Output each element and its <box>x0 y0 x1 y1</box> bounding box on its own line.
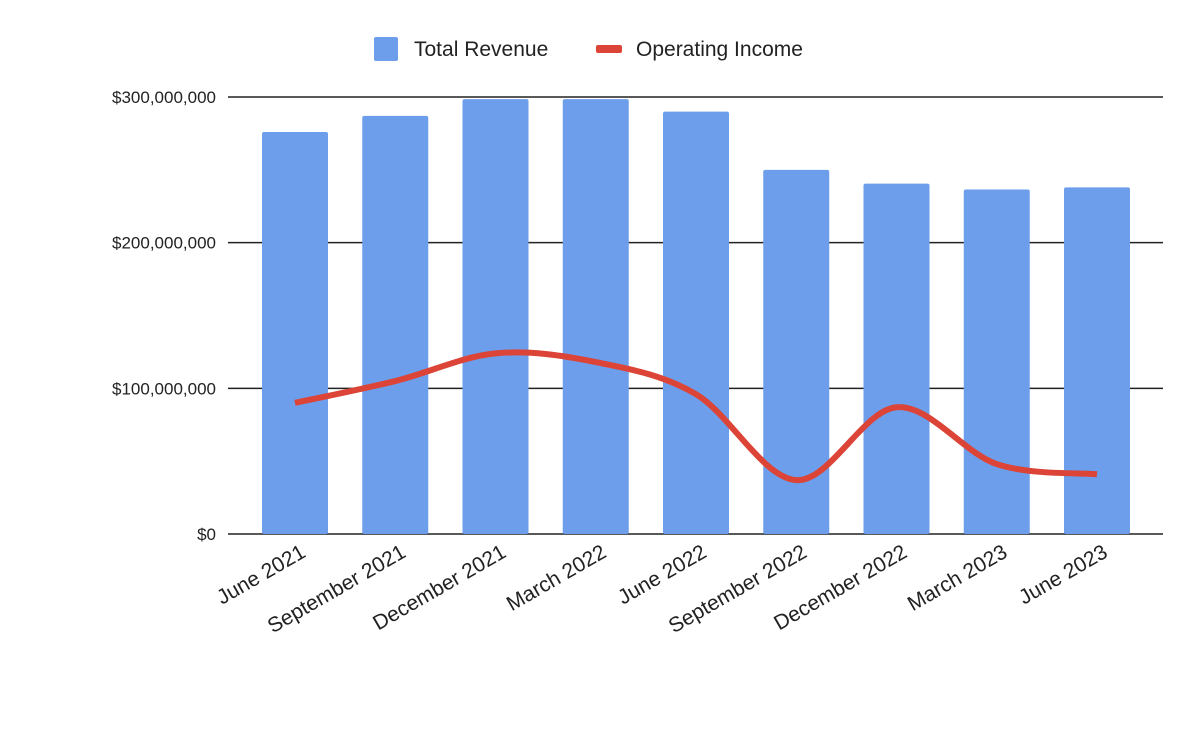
operating-income-line-layer <box>294 349 1098 484</box>
revenue-bar <box>763 169 830 535</box>
y-axis-ticks: $0 $100,000,000 $200,000,000 $300,000,000 <box>112 88 216 544</box>
y-tick-label: $100,000,000 <box>112 379 216 398</box>
y-tick-label: $0 <box>197 525 216 544</box>
revenue-bar <box>663 111 729 535</box>
legend-label-total-revenue: Total Revenue <box>414 38 548 61</box>
y-tick-label: $200,000,000 <box>112 234 216 253</box>
legend-label-operating-income: Operating Income <box>636 38 803 61</box>
operating-income-line <box>294 349 1098 484</box>
y-tick-label: $300,000,000 <box>112 88 216 107</box>
revenue-bar <box>562 99 629 534</box>
legend: Total Revenue Operating Income <box>374 37 803 61</box>
x-tick-label: March 2022 <box>503 540 611 615</box>
revenue-bar <box>863 183 930 534</box>
revenue-bars <box>262 99 1130 535</box>
legend-swatch-total-revenue <box>374 37 398 61</box>
revenue-bar <box>963 189 1030 534</box>
revenue-bar <box>1064 187 1130 534</box>
x-tick-label: June 2023 <box>1015 540 1111 609</box>
legend-swatch-operating-income <box>596 45 622 53</box>
x-tick-label: March 2023 <box>904 540 1012 615</box>
revenue-bar <box>362 115 429 534</box>
revenue-bar <box>462 99 529 534</box>
revenue-bar <box>262 131 328 534</box>
